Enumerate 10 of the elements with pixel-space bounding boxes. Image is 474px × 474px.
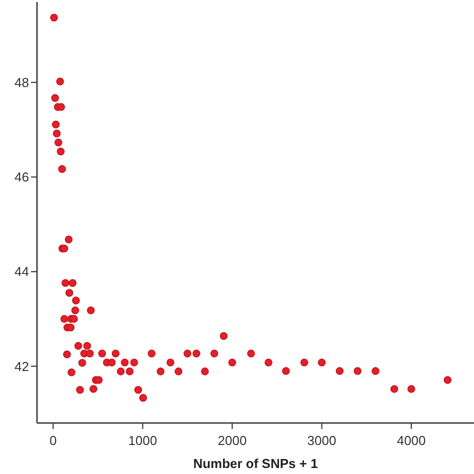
y-tick-label: 46 [14,170,29,185]
y-tick-label: 42 [14,358,29,374]
y-tick-label: 48 [14,74,29,90]
x-tick-label: 2000 [218,433,247,448]
y-tick-label: 44 [14,264,29,280]
x-tick-label: 4000 [396,433,426,448]
x-tick-label: 1000 [128,433,158,448]
x-tick-label: 3000 [307,433,336,448]
x-axis-title: Number of SNPs + 1 [193,456,318,471]
x-tick-label: 0 [50,433,57,448]
